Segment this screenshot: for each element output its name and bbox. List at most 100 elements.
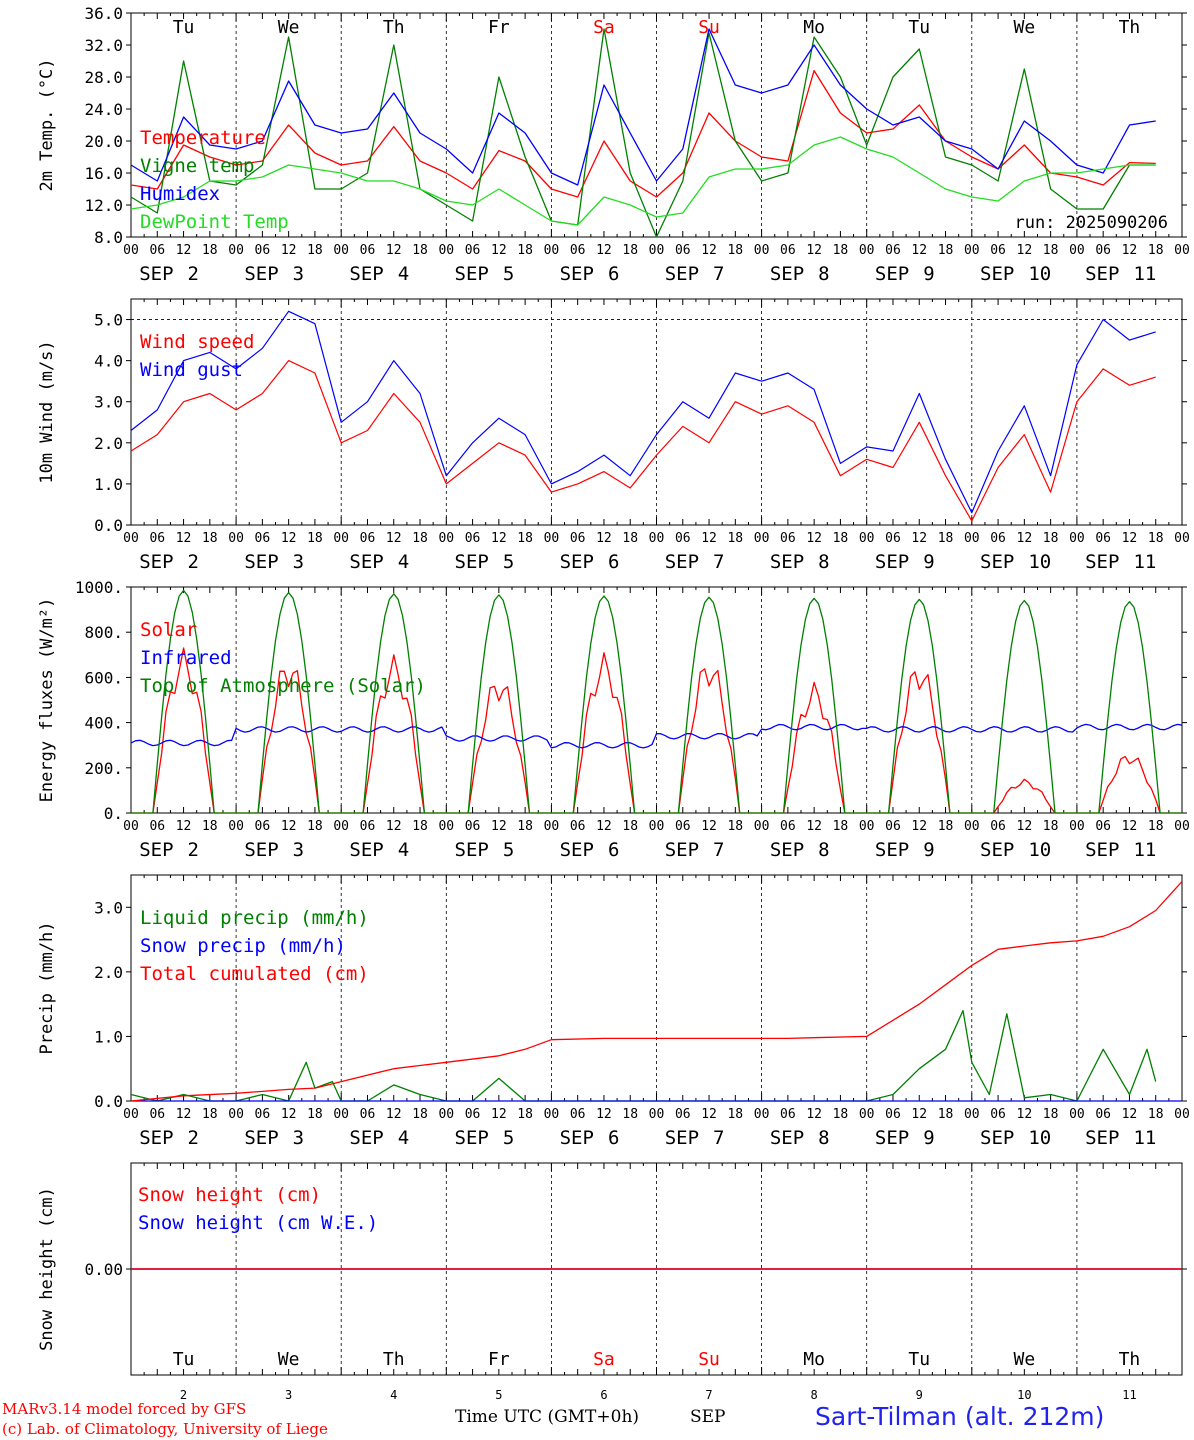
hour-label: 06 xyxy=(360,531,376,546)
hour-label: 06 xyxy=(360,1107,376,1122)
hour-label: 00 xyxy=(649,1107,665,1122)
hour-label: 12 xyxy=(281,243,297,258)
hour-label: 18 xyxy=(412,819,428,834)
date-month-label: SEP xyxy=(560,1127,594,1149)
date-day-label: 5 xyxy=(495,1388,502,1402)
hour-label: 18 xyxy=(622,1107,638,1122)
hour-label: 12 xyxy=(1017,819,1033,834)
date-day-label: 9 xyxy=(923,263,934,285)
date-day-label: 5 xyxy=(503,263,514,285)
y-tick-label: 28.0 xyxy=(84,68,123,87)
hour-label: 06 xyxy=(1095,1107,1111,1122)
hour-label: 00 xyxy=(859,243,875,258)
y-tick-label: 0.0 xyxy=(94,1092,123,1111)
hour-label: 12 xyxy=(1122,531,1138,546)
hour-label: 12 xyxy=(911,1107,927,1122)
date-month-label: SEP xyxy=(349,1127,383,1149)
hour-label: 00 xyxy=(1069,243,1085,258)
date-day-label: 8 xyxy=(818,551,829,573)
legend-entry: Wind gust xyxy=(140,359,243,381)
hour-label: 06 xyxy=(990,243,1006,258)
date-day-label: 10 xyxy=(1028,1127,1051,1149)
date-month-label: SEP xyxy=(349,551,383,573)
hour-label: 00 xyxy=(1069,819,1085,834)
date-month-label: SEP xyxy=(1085,263,1119,285)
date-day-label: 3 xyxy=(293,1127,304,1149)
legend-entry: Liquid precip (mm/h) xyxy=(140,907,369,929)
hour-label: 06 xyxy=(990,1107,1006,1122)
date-month-label: SEP xyxy=(455,839,489,861)
y-tick-label: 20.0 xyxy=(84,132,123,151)
y-tick-label: 0.0 xyxy=(94,516,123,535)
hour-label: 06 xyxy=(1095,819,1111,834)
hour-label: 00 xyxy=(438,819,454,834)
hour-label: 12 xyxy=(1017,531,1033,546)
y-tick-label: 36.0 xyxy=(84,4,123,23)
weekday-label: Th xyxy=(383,1349,405,1370)
y-tick-label: 400. xyxy=(84,714,123,733)
weekday-label: Su xyxy=(698,1349,720,1370)
hour-label: 18 xyxy=(412,1107,428,1122)
hour-label: 06 xyxy=(675,1107,691,1122)
y-axis-label: 10m Wind (m/s) xyxy=(37,340,57,483)
hour-label: 12 xyxy=(386,531,402,546)
date-month-label: SEP xyxy=(244,1127,278,1149)
weekday-label: Tu xyxy=(908,17,930,38)
hour-label: 00 xyxy=(228,531,244,546)
hour-label: 18 xyxy=(1148,1107,1164,1122)
hour-label: 12 xyxy=(1122,243,1138,258)
hour-label: 12 xyxy=(701,1107,717,1122)
hour-label: 12 xyxy=(701,243,717,258)
hour-label: 12 xyxy=(806,243,822,258)
date-day-label: 9 xyxy=(923,839,934,861)
hour-label: 12 xyxy=(491,531,507,546)
hour-label: 18 xyxy=(938,1107,954,1122)
date-month-label: SEP xyxy=(349,263,383,285)
hour-label: 06 xyxy=(360,243,376,258)
series-line-wind-speed xyxy=(130,360,1156,522)
hour-label: 06 xyxy=(570,1107,586,1122)
legend-entry: Snow precip (mm/h) xyxy=(140,935,346,957)
hour-label: 00 xyxy=(333,1107,349,1122)
hour-label: 12 xyxy=(806,1107,822,1122)
series-line-temperature xyxy=(130,69,1156,198)
hour-label: 00 xyxy=(964,1107,980,1122)
weekday-label: Fr xyxy=(488,1349,510,1370)
hour-label: 06 xyxy=(149,531,165,546)
hour-label: 00 xyxy=(123,1107,139,1122)
hour-label: 06 xyxy=(885,531,901,546)
date-day-label: 7 xyxy=(705,1388,712,1402)
date-month-label: SEP xyxy=(455,1127,489,1149)
hour-label: 18 xyxy=(622,531,638,546)
hour-label: 00 xyxy=(438,243,454,258)
series-line-humidex xyxy=(130,28,1156,186)
date-month-label: SEP xyxy=(139,263,173,285)
date-day-label: 7 xyxy=(713,551,724,573)
date-day-label: 11 xyxy=(1133,839,1156,861)
hour-label: 12 xyxy=(176,531,192,546)
legend-entry: DewPoint Temp xyxy=(140,211,289,233)
hour-label: 12 xyxy=(1017,1107,1033,1122)
hour-label: 18 xyxy=(727,243,743,258)
date-month-label: SEP xyxy=(980,839,1014,861)
hour-label: 06 xyxy=(465,819,481,834)
hour-label: 06 xyxy=(990,819,1006,834)
y-tick-label: 0. xyxy=(104,804,123,823)
series-line-infrared xyxy=(130,723,1183,749)
hour-label: 06 xyxy=(149,243,165,258)
hour-label: 00 xyxy=(333,243,349,258)
date-day-label: 3 xyxy=(293,551,304,573)
hour-label: 06 xyxy=(255,1107,271,1122)
hour-label: 00 xyxy=(333,531,349,546)
hour-label: 12 xyxy=(596,531,612,546)
date-day-label: 2 xyxy=(188,839,199,861)
hour-label: 18 xyxy=(202,531,218,546)
hour-label: 06 xyxy=(990,531,1006,546)
date-month-label: SEP xyxy=(139,839,173,861)
date-day-label: 11 xyxy=(1133,551,1156,573)
hour-label: 12 xyxy=(1122,1107,1138,1122)
hour-label: 00 xyxy=(754,1107,770,1122)
weekday-label: Th xyxy=(383,17,405,38)
hour-label: 18 xyxy=(938,819,954,834)
